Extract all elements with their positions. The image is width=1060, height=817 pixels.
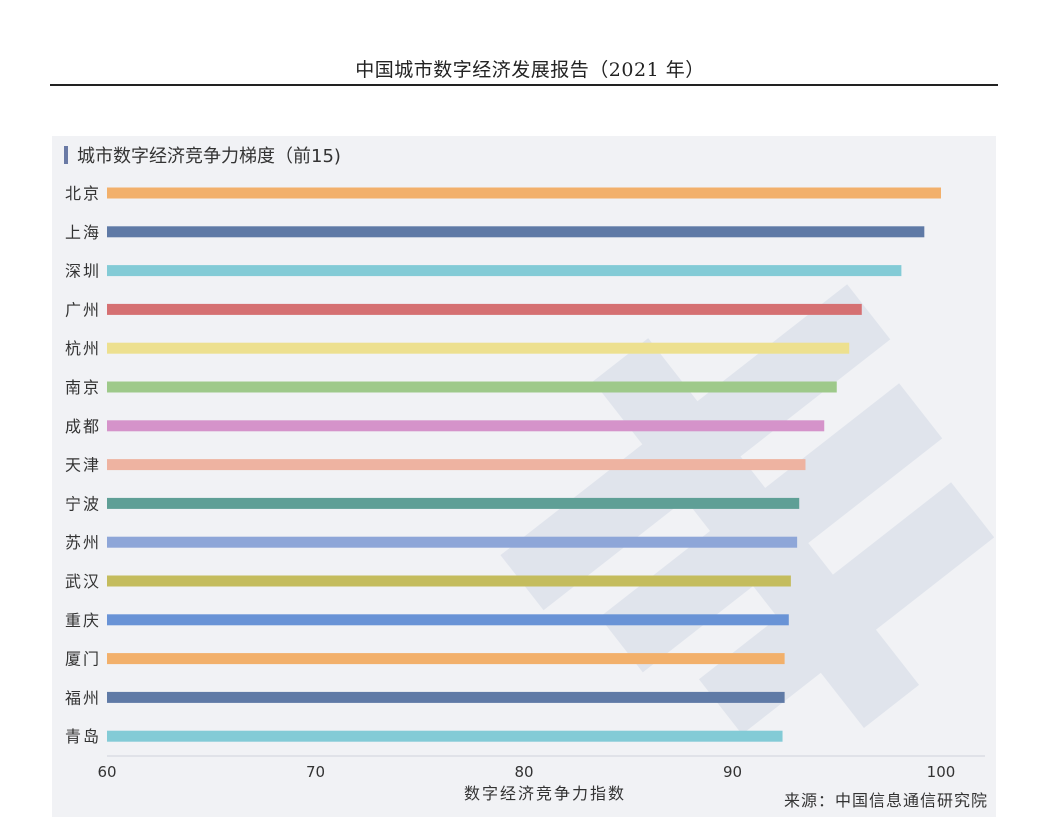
x-tick-label: 90 bbox=[723, 763, 742, 781]
chart-title: 城市数字经济竞争力梯度（前15) bbox=[77, 146, 341, 167]
bar bbox=[107, 575, 791, 587]
bar bbox=[107, 303, 862, 315]
category-label: 南京 bbox=[65, 378, 101, 397]
x-tick-label: 60 bbox=[97, 763, 116, 781]
chart-panel bbox=[52, 136, 996, 817]
title-accent-bar bbox=[64, 146, 68, 164]
bar bbox=[107, 614, 789, 626]
source-note: 来源：中国信息通信研究院 bbox=[783, 791, 988, 810]
bar bbox=[107, 381, 837, 393]
bar bbox=[107, 536, 798, 548]
category-label: 深圳 bbox=[65, 262, 101, 281]
category-label: 苏州 bbox=[65, 533, 101, 552]
bar bbox=[107, 226, 925, 238]
bar bbox=[107, 459, 806, 471]
bar bbox=[107, 653, 785, 665]
header-divider bbox=[50, 84, 998, 86]
x-axis-title: 数字经济竞争力指数 bbox=[464, 784, 626, 803]
bar bbox=[107, 691, 785, 703]
document-header: 中国城市数字经济发展报告（2021 年） bbox=[355, 59, 705, 81]
x-tick-label: 80 bbox=[514, 763, 533, 781]
bar bbox=[107, 187, 941, 199]
category-label: 杭州 bbox=[65, 339, 101, 358]
category-label: 武汉 bbox=[65, 572, 101, 591]
bar bbox=[107, 265, 902, 277]
category-label: 广州 bbox=[65, 300, 101, 319]
category-label: 天津 bbox=[65, 456, 101, 475]
category-label: 青岛 bbox=[65, 727, 101, 746]
bar bbox=[107, 420, 825, 432]
category-label: 北京 bbox=[65, 184, 101, 203]
category-label: 上海 bbox=[65, 223, 101, 242]
category-label: 厦门 bbox=[65, 650, 101, 669]
category-label: 成都 bbox=[65, 417, 101, 436]
chart-title-block: 城市数字经济竞争力梯度（前15) bbox=[64, 142, 341, 168]
bar bbox=[107, 730, 783, 742]
category-label: 重庆 bbox=[65, 611, 101, 630]
x-tick-label: 100 bbox=[927, 763, 956, 781]
category-label: 福州 bbox=[65, 688, 101, 707]
x-tick-label: 70 bbox=[306, 763, 325, 781]
bar bbox=[107, 342, 850, 354]
category-label: 宁波 bbox=[65, 494, 101, 513]
bar bbox=[107, 497, 800, 509]
